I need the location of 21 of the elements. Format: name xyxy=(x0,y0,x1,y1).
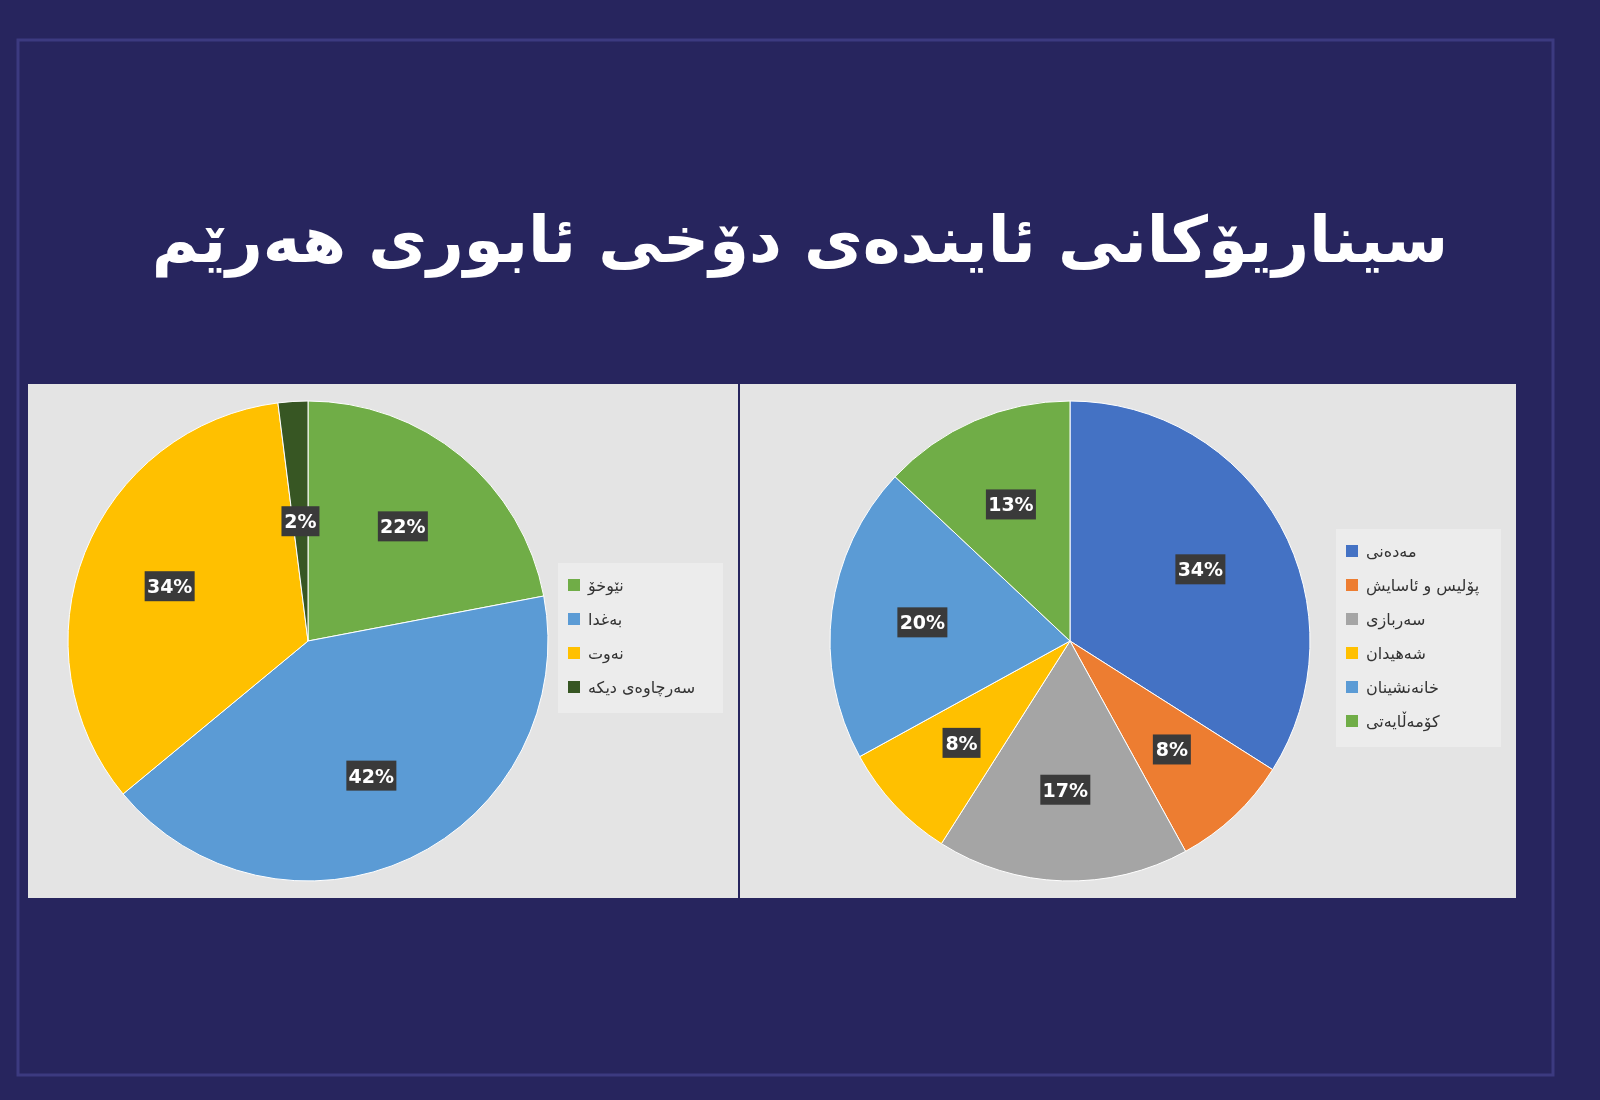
data-label: 34% xyxy=(146,575,193,598)
legend-label: بەغدا xyxy=(588,610,623,629)
data-label: 2% xyxy=(284,510,317,533)
legend-label: خانەنشینان xyxy=(1366,678,1439,697)
legend-label: مەدەنی xyxy=(1366,542,1417,561)
data-label: 34% xyxy=(1177,558,1224,581)
legend-label: نێوخۆ xyxy=(587,576,624,596)
data-label: 8% xyxy=(945,731,978,754)
data-label: 17% xyxy=(1042,778,1089,801)
data-label: 20% xyxy=(899,611,946,634)
legend-label: سەربازی xyxy=(1366,610,1426,630)
chart-title: سیناریۆکانی ئایندەی دۆخی ئابوری هەرێم xyxy=(151,203,1449,278)
data-label: 22% xyxy=(380,515,426,538)
legend-label: پۆلیس و ئاسایش xyxy=(1366,576,1480,596)
data-label: 42% xyxy=(348,764,395,787)
legend-label: نەوت xyxy=(588,644,624,664)
legend-label: شەهیدان xyxy=(1366,644,1426,663)
legend-label: کۆمەڵایەتی xyxy=(1366,711,1440,732)
data-label: 8% xyxy=(1155,738,1188,761)
data-label: 13% xyxy=(988,493,1034,516)
legend-label: سەرچاوەی دیکە xyxy=(588,678,696,698)
